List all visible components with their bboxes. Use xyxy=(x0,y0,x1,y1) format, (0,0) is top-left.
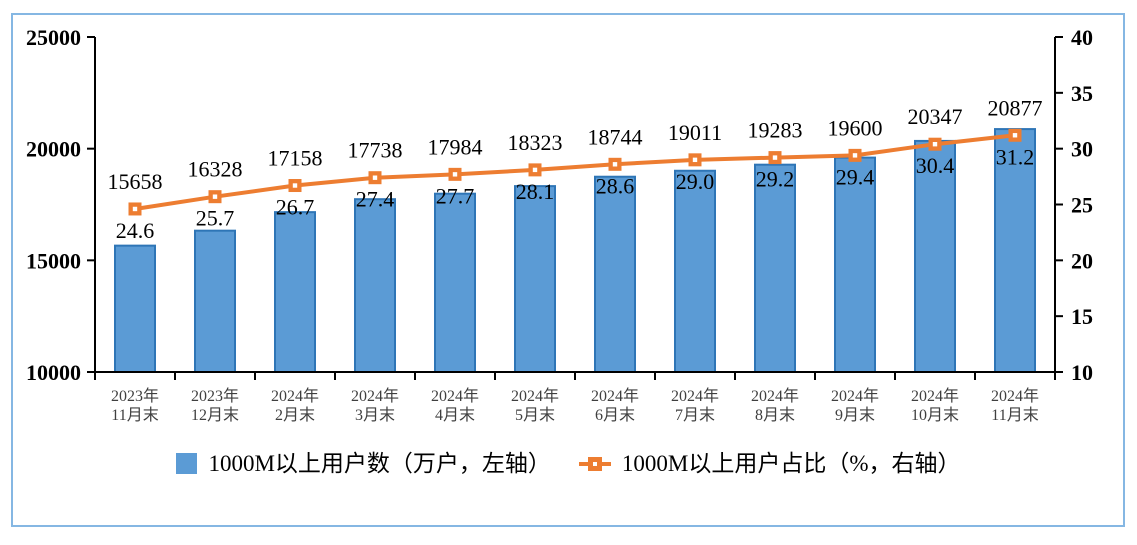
x-axis-category-year: 2024年 xyxy=(271,387,319,405)
line-marker-center xyxy=(372,175,378,180)
line-value-label: 25.7 xyxy=(196,206,235,231)
line-marker-square xyxy=(587,456,602,471)
bar-value-label: 20877 xyxy=(988,95,1043,120)
line-value-label: 29.4 xyxy=(836,164,875,189)
x-axis-category-month: 8月末 xyxy=(755,406,795,424)
x-axis-category-year: 2024年 xyxy=(751,387,799,405)
x-axis-category-year: 2023年 xyxy=(191,387,239,405)
x-axis-category-month: 2月末 xyxy=(275,406,315,424)
bar-2023年12月末 xyxy=(194,229,236,373)
left-axis-tick-label: 10000 xyxy=(26,360,81,385)
line-value-label: 27.7 xyxy=(436,183,475,208)
bar-2024年3月末 xyxy=(354,198,396,373)
legend-label-bar-series: 1000M以上用户数（万户，左轴） xyxy=(208,451,551,476)
line-marker-center xyxy=(132,206,138,212)
line-series-marker-icon xyxy=(578,456,611,471)
bar-value-label: 15658 xyxy=(108,169,163,194)
x-axis-category-year: 2024年 xyxy=(671,387,719,405)
line-value-label: 24.6 xyxy=(116,218,155,243)
bar-2024年8月末 xyxy=(754,163,796,373)
line-value-label: 26.7 xyxy=(276,195,315,220)
legend-label-line-series: 1000M以上用户占比（%，右轴） xyxy=(621,451,961,476)
right-axis-tick-label: 15 xyxy=(1071,304,1093,329)
x-axis-category-month: 4月末 xyxy=(435,406,475,424)
line-marker-center xyxy=(612,162,618,167)
x-axis-category-year: 2024年 xyxy=(991,387,1039,405)
bar-value-label: 17738 xyxy=(348,138,403,163)
bar-value-label: 16328 xyxy=(188,157,243,182)
x-axis-category-month: 11月末 xyxy=(111,406,158,424)
line-marker-center xyxy=(852,153,858,158)
left-axis-tick-label: 25000 xyxy=(26,25,81,50)
right-axis-tick-label: 40 xyxy=(1071,25,1093,50)
line-marker-center xyxy=(692,157,698,163)
right-axis-tick-label: 30 xyxy=(1071,137,1093,162)
x-axis-category-month: 5月末 xyxy=(515,406,555,424)
line-value-label: 29.0 xyxy=(676,169,715,194)
x-axis-category-month: 9月末 xyxy=(835,406,875,424)
bar-2024年4月末 xyxy=(434,192,476,373)
percentage-line xyxy=(134,133,1016,211)
right-axis-tick-label: 35 xyxy=(1071,81,1093,106)
x-axis-category-month: 3月末 xyxy=(355,406,395,424)
legend-item-bar-series: 1000M以上用户数（万户，左轴） xyxy=(176,451,551,476)
bar-series-swatch-icon xyxy=(176,453,198,474)
line-value-label: 31.2 xyxy=(996,144,1035,169)
line-marker-center xyxy=(292,183,298,188)
left-axis-tick-label: 15000 xyxy=(26,248,81,273)
bar-value-label: 17984 xyxy=(428,134,483,159)
line-value-label: 28.6 xyxy=(596,173,635,198)
line-marker-dot xyxy=(592,461,597,466)
left-axis-tick-label: 20000 xyxy=(26,137,81,162)
x-axis-category-month: 11月末 xyxy=(991,406,1038,424)
x-axis-category-year: 2024年 xyxy=(831,387,879,405)
x-axis-category-year: 2024年 xyxy=(591,387,639,405)
line-marker-center xyxy=(452,172,458,177)
line-value-label: 28.1 xyxy=(516,179,555,204)
bar-2024年2月末 xyxy=(274,211,316,373)
bar-2024年6月末 xyxy=(594,175,636,373)
x-axis-category-year: 2024年 xyxy=(911,387,959,405)
x-axis-category-year: 2024年 xyxy=(431,387,479,405)
right-axis-tick-label: 10 xyxy=(1071,360,1093,385)
right-axis-tick-label: 25 xyxy=(1071,193,1093,218)
bar-value-label: 20347 xyxy=(908,104,963,129)
x-axis-category-year: 2023年 xyxy=(111,387,159,405)
right-axis-tick-label: 20 xyxy=(1071,248,1093,273)
bar-value-label: 19600 xyxy=(828,115,883,140)
line-value-label: 30.4 xyxy=(916,153,955,178)
bar-2024年9月末 xyxy=(834,156,876,373)
line-marker-center xyxy=(1012,133,1018,138)
x-axis-category-month: 6月末 xyxy=(595,406,635,424)
bar-2024年10月末 xyxy=(914,139,956,373)
line-value-label: 27.4 xyxy=(356,187,395,212)
x-axis-category-month: 7月末 xyxy=(675,406,715,424)
x-axis-category-year: 2024年 xyxy=(511,387,559,405)
x-axis-category-month: 10月末 xyxy=(911,406,959,424)
x-axis-category-month: 12月末 xyxy=(191,406,239,424)
bar-value-label: 19011 xyxy=(668,120,722,145)
line-marker-center xyxy=(212,194,218,199)
bar-2024年5月末 xyxy=(514,185,556,373)
legend: 1000M以上用户数（万户，左轴） 1000M以上用户占比（%，右轴） xyxy=(0,452,1137,475)
bar-2024年7月末 xyxy=(674,169,716,373)
bar-value-label: 18323 xyxy=(508,130,563,155)
line-value-label: 29.2 xyxy=(756,167,795,192)
line-marker-center xyxy=(772,155,778,160)
bar-value-label: 18744 xyxy=(588,124,643,149)
line-marker-center xyxy=(532,167,538,173)
bar-value-label: 19283 xyxy=(748,118,803,143)
line-marker-center xyxy=(932,142,938,147)
bar-2023年11月末 xyxy=(114,244,156,373)
legend-item-line-series: 1000M以上用户占比（%，右轴） xyxy=(578,451,961,476)
bar-value-label: 17158 xyxy=(268,146,323,171)
x-axis-category-year: 2024年 xyxy=(351,387,399,405)
